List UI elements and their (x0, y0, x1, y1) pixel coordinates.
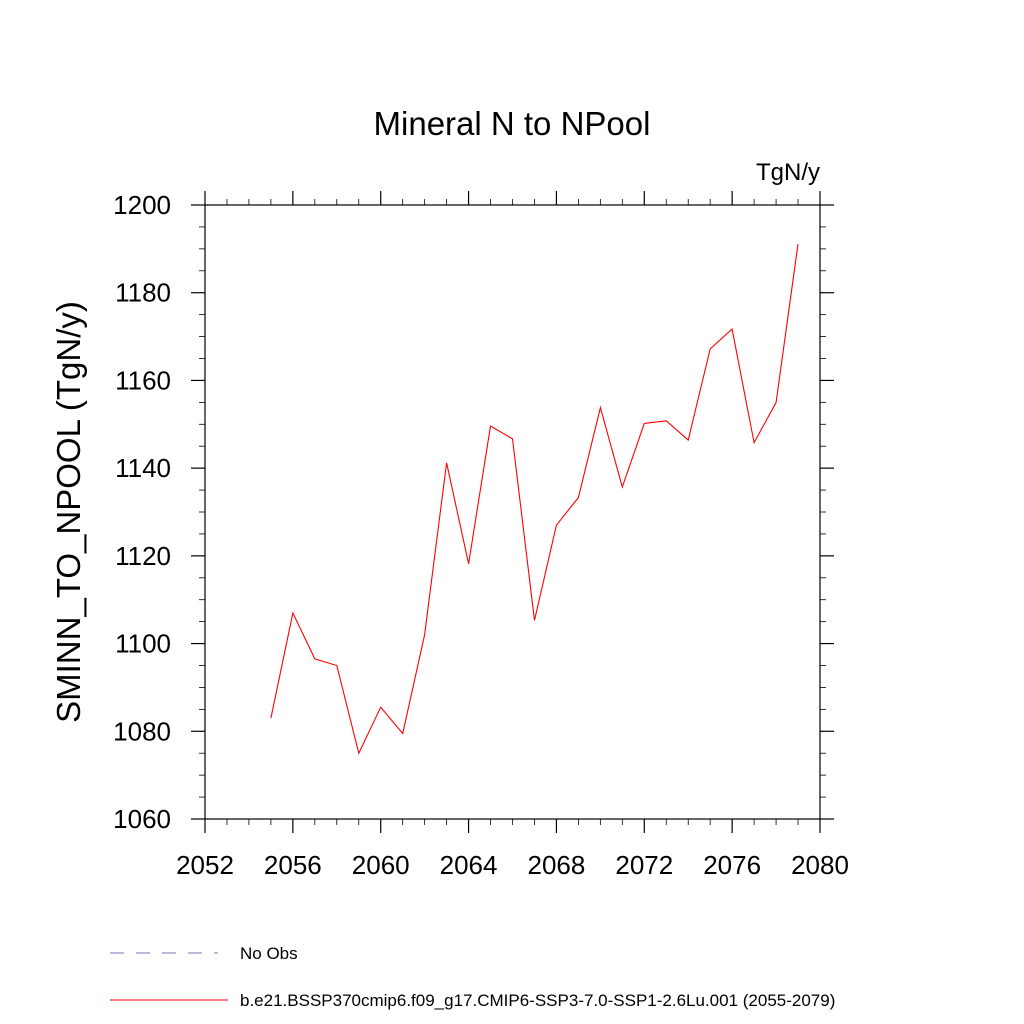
x-tick-label: 2076 (703, 850, 761, 880)
legend-label-0: No Obs (240, 944, 298, 963)
y-tick-label: 1180 (115, 278, 171, 308)
ticks-layer: 2052 2056 2060 2064 2068 2072 2076 2080 1060 1080… (113, 190, 849, 880)
plot-frame (204, 204, 821, 820)
units-label: TgN/y (756, 159, 820, 186)
x-tick-label: 2052 (176, 850, 234, 880)
chart-title: Mineral N to NPool (374, 105, 651, 142)
series-layer (270, 243, 799, 755)
x-tick-label: 2056 (264, 850, 322, 880)
y-tick-label: 1140 (115, 453, 171, 483)
y-axis-label: SMINN_TO_NPOOL (TgN/y) (50, 301, 87, 723)
legend-label-1: b.e21.BSSP370cmip6.f09_g17.CMIP6-SSP3-7.… (240, 991, 835, 1010)
x-tick-label: 2068 (528, 850, 586, 880)
x-tick-label: 2064 (440, 850, 498, 880)
y-tick-label: 1080 (113, 716, 171, 746)
y-tick-label: 1200 (113, 190, 171, 220)
y-tick-label: 1120 (115, 541, 171, 571)
y-tick-label: 1160 (115, 365, 171, 395)
x-tick-label: 2072 (615, 850, 673, 880)
y-tick-label: 1060 (113, 804, 171, 834)
x-tick-label: 2060 (352, 850, 410, 880)
series-line-0 (270, 243, 799, 755)
y-tick-label: 1100 (115, 629, 171, 659)
legend: No Obs b.e21.BSSP370cmip6.f09_g17.CMIP6-S… (110, 944, 835, 1010)
x-tick-label: 2080 (791, 850, 849, 880)
